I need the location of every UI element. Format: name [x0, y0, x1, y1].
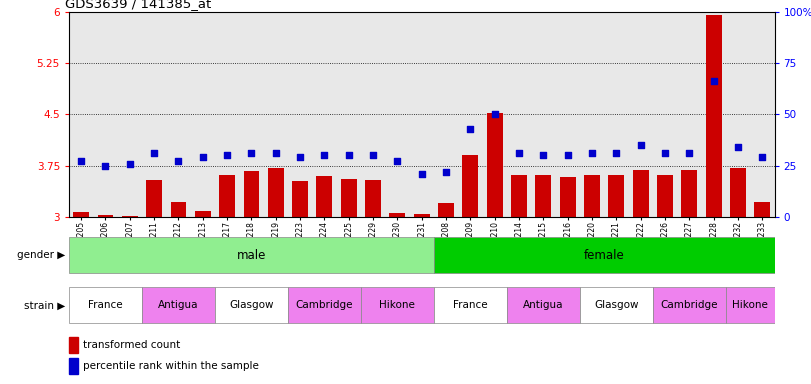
Bar: [268, 168, 284, 217]
Bar: [97, 215, 114, 217]
Point: [488, 111, 501, 118]
Point: [318, 152, 331, 159]
Text: female: female: [584, 249, 624, 262]
Point: [610, 150, 623, 156]
Bar: [706, 15, 722, 217]
Point: [732, 144, 744, 150]
Bar: [414, 214, 430, 217]
Point: [586, 150, 599, 156]
Bar: [292, 181, 308, 217]
Point: [415, 171, 428, 177]
Point: [707, 78, 720, 84]
Text: Glasgow: Glasgow: [594, 300, 638, 310]
Bar: [608, 174, 624, 217]
Point: [221, 152, 234, 159]
Bar: [243, 171, 260, 217]
Bar: [511, 174, 527, 217]
Point: [659, 150, 672, 156]
Bar: [462, 156, 478, 217]
Bar: [754, 202, 770, 217]
Bar: [507, 287, 580, 323]
Text: Glasgow: Glasgow: [230, 300, 273, 310]
Bar: [215, 287, 288, 323]
Bar: [219, 174, 235, 217]
Text: Cambridge: Cambridge: [296, 300, 353, 310]
Bar: [69, 237, 434, 273]
Text: Hikone: Hikone: [732, 300, 768, 310]
Point: [294, 154, 307, 161]
Bar: [633, 170, 649, 217]
Point: [561, 152, 574, 159]
Bar: [341, 179, 357, 217]
Bar: [122, 215, 138, 217]
Bar: [69, 337, 78, 353]
Text: France: France: [453, 300, 487, 310]
Bar: [657, 174, 673, 217]
Bar: [69, 287, 142, 323]
Text: Antigua: Antigua: [158, 300, 199, 310]
Bar: [361, 287, 434, 323]
Bar: [653, 287, 726, 323]
Point: [756, 154, 769, 161]
Text: France: France: [88, 300, 122, 310]
Text: gender ▶: gender ▶: [17, 250, 65, 260]
Bar: [560, 177, 576, 217]
Bar: [170, 202, 187, 217]
Point: [172, 159, 185, 165]
Point: [537, 152, 550, 159]
Bar: [438, 203, 454, 217]
Point: [269, 150, 282, 156]
Bar: [69, 358, 78, 374]
Point: [148, 150, 161, 156]
Text: Antigua: Antigua: [523, 300, 564, 310]
Bar: [487, 113, 503, 217]
Text: Cambridge: Cambridge: [661, 300, 718, 310]
Text: percentile rank within the sample: percentile rank within the sample: [83, 361, 259, 371]
Text: Hikone: Hikone: [380, 300, 415, 310]
Point: [440, 169, 453, 175]
Point: [245, 150, 258, 156]
Point: [196, 154, 209, 161]
Bar: [730, 168, 746, 217]
Text: transformed count: transformed count: [83, 340, 180, 350]
Bar: [726, 287, 775, 323]
Bar: [434, 287, 507, 323]
Bar: [316, 176, 333, 217]
Text: strain ▶: strain ▶: [24, 300, 65, 310]
Point: [99, 162, 112, 169]
Point: [75, 159, 88, 165]
Point: [683, 150, 696, 156]
Bar: [195, 212, 211, 217]
Point: [634, 142, 647, 148]
Bar: [681, 170, 697, 217]
Text: GDS3639 / 141385_at: GDS3639 / 141385_at: [66, 0, 212, 10]
Point: [513, 150, 526, 156]
Bar: [584, 174, 600, 217]
Bar: [288, 287, 361, 323]
Bar: [365, 180, 381, 217]
Point: [464, 126, 477, 132]
Bar: [146, 180, 162, 217]
Point: [391, 159, 404, 165]
Bar: [142, 287, 215, 323]
Bar: [389, 213, 406, 217]
Text: male: male: [237, 249, 266, 262]
Bar: [434, 237, 775, 273]
Bar: [580, 287, 653, 323]
Point: [123, 161, 136, 167]
Bar: [535, 174, 551, 217]
Point: [367, 152, 380, 159]
Bar: [73, 212, 89, 217]
Point: [342, 152, 355, 159]
